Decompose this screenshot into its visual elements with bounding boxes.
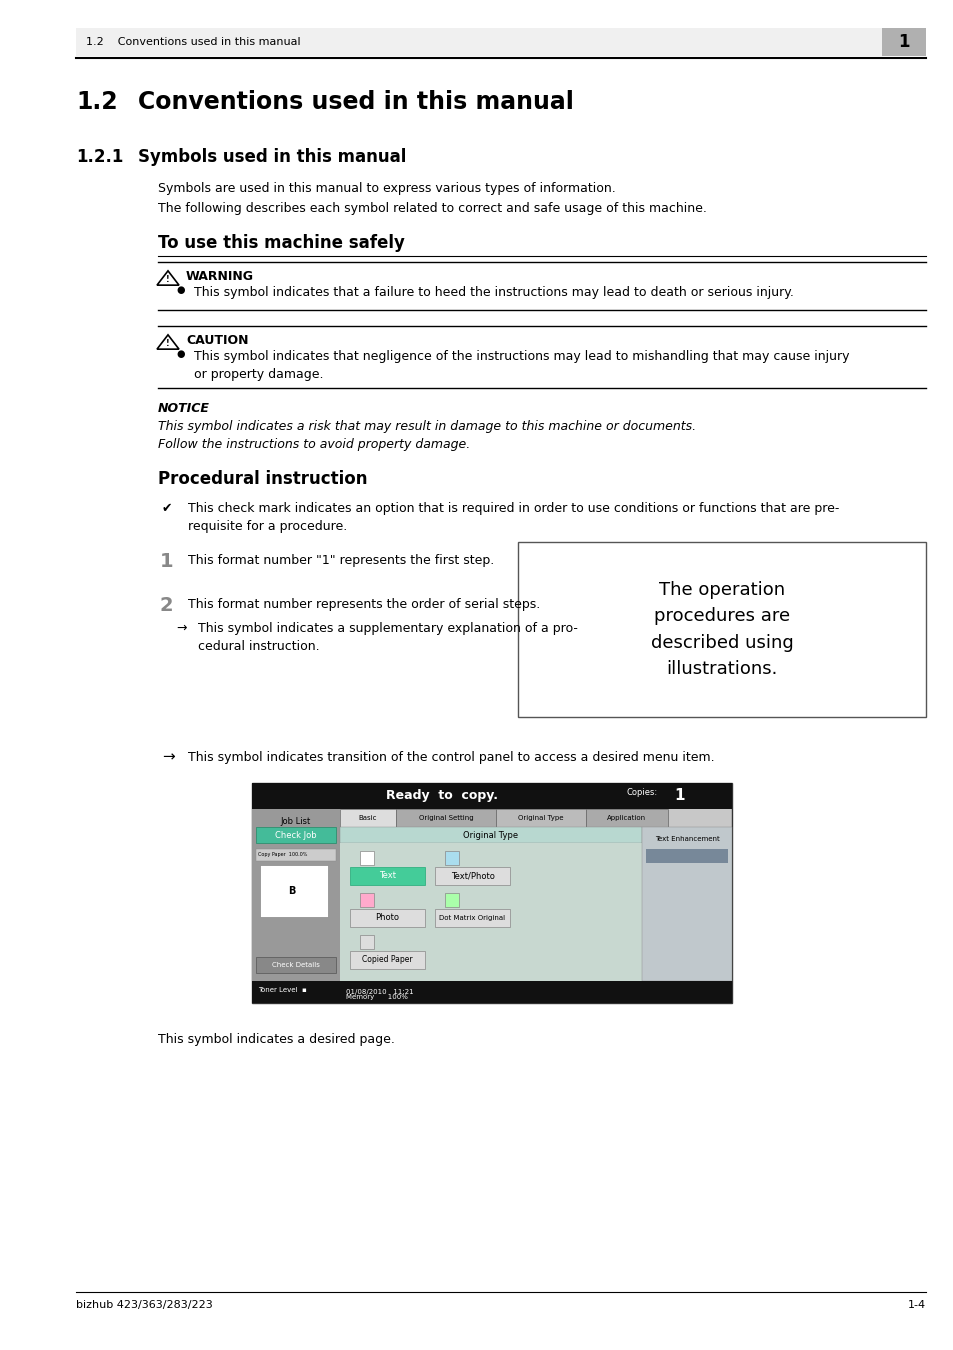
Text: This symbol indicates that a failure to heed the instructions may lead to death : This symbol indicates that a failure to …: [193, 286, 793, 298]
Text: 1-4: 1-4: [907, 1300, 925, 1310]
Text: The operation
procedures are
described using
illustrations.: The operation procedures are described u…: [650, 580, 793, 678]
FancyBboxPatch shape: [252, 783, 731, 809]
Text: This format number "1" represents the first step.: This format number "1" represents the fi…: [188, 554, 494, 567]
Text: ●: ●: [175, 350, 184, 359]
Text: Basic: Basic: [358, 815, 376, 821]
Text: !: !: [166, 274, 170, 284]
FancyBboxPatch shape: [350, 867, 424, 886]
FancyBboxPatch shape: [252, 809, 339, 1003]
FancyBboxPatch shape: [350, 950, 424, 969]
Text: 1: 1: [674, 788, 684, 803]
Text: 1.2    Conventions used in this manual: 1.2 Conventions used in this manual: [86, 36, 300, 47]
FancyBboxPatch shape: [252, 981, 731, 1003]
Text: Copied Paper: Copied Paper: [362, 956, 413, 964]
Text: WARNING: WARNING: [186, 270, 253, 284]
Text: Symbols used in this manual: Symbols used in this manual: [138, 148, 406, 166]
Text: Toner Level  ▪: Toner Level ▪: [257, 987, 307, 994]
Text: 2: 2: [160, 595, 173, 616]
FancyBboxPatch shape: [339, 828, 641, 842]
Text: Copies:: Copies:: [626, 788, 657, 796]
FancyBboxPatch shape: [435, 909, 510, 927]
Text: This symbol indicates a risk that may result in damage to this machine or docume: This symbol indicates a risk that may re…: [158, 420, 696, 433]
FancyBboxPatch shape: [260, 865, 328, 917]
FancyBboxPatch shape: [585, 809, 667, 828]
Text: Original Setting: Original Setting: [418, 815, 473, 821]
Text: Text/Photo: Text/Photo: [450, 872, 494, 880]
Text: Dot Matrix Original: Dot Matrix Original: [439, 915, 505, 921]
Text: or property damage.: or property damage.: [193, 369, 323, 381]
Text: →: →: [162, 749, 174, 764]
Text: Text Enhancement: Text Enhancement: [654, 836, 719, 842]
FancyBboxPatch shape: [339, 842, 641, 981]
FancyBboxPatch shape: [255, 957, 335, 973]
FancyBboxPatch shape: [645, 849, 727, 863]
FancyBboxPatch shape: [641, 828, 731, 981]
FancyBboxPatch shape: [496, 809, 585, 828]
FancyBboxPatch shape: [76, 28, 925, 55]
Text: The following describes each symbol related to correct and safe usage of this ma: The following describes each symbol rela…: [158, 202, 706, 215]
FancyBboxPatch shape: [444, 850, 458, 865]
FancyBboxPatch shape: [517, 541, 925, 717]
Text: This format number represents the order of serial steps.: This format number represents the order …: [188, 598, 539, 612]
Text: requisite for a procedure.: requisite for a procedure.: [188, 520, 347, 533]
Text: Original Type: Original Type: [463, 830, 518, 840]
FancyBboxPatch shape: [255, 828, 335, 842]
Text: This symbol indicates a supplementary explanation of a pro-: This symbol indicates a supplementary ex…: [198, 622, 578, 634]
Text: Copy Paper  100.0%: Copy Paper 100.0%: [257, 852, 307, 857]
FancyBboxPatch shape: [339, 809, 395, 828]
Text: Application: Application: [607, 815, 646, 821]
Text: cedural instruction.: cedural instruction.: [198, 640, 319, 653]
Text: Photo: Photo: [375, 914, 399, 922]
FancyBboxPatch shape: [395, 809, 496, 828]
Text: CAUTION: CAUTION: [186, 333, 248, 347]
Text: To use this machine safely: To use this machine safely: [158, 234, 404, 252]
Text: 1: 1: [898, 32, 909, 51]
Text: →: →: [175, 622, 186, 634]
Text: This check mark indicates an option that is required in order to use conditions : This check mark indicates an option that…: [188, 502, 839, 514]
Text: Check Job: Check Job: [274, 830, 316, 840]
Text: bizhub 423/363/283/223: bizhub 423/363/283/223: [76, 1300, 213, 1310]
Text: NOTICE: NOTICE: [158, 402, 210, 414]
FancyBboxPatch shape: [359, 892, 374, 907]
Text: 1: 1: [160, 552, 173, 571]
FancyBboxPatch shape: [350, 909, 424, 927]
FancyBboxPatch shape: [255, 849, 335, 861]
FancyBboxPatch shape: [444, 892, 458, 907]
Text: Job List: Job List: [280, 817, 311, 826]
Text: 01/08/2010   11:21: 01/08/2010 11:21: [346, 990, 414, 995]
FancyBboxPatch shape: [882, 28, 925, 55]
Text: Memory      100%: Memory 100%: [346, 994, 408, 1000]
Text: This symbol indicates a desired page.: This symbol indicates a desired page.: [158, 1033, 395, 1046]
Text: Ready  to  copy.: Ready to copy.: [386, 790, 497, 802]
Text: Conventions used in this manual: Conventions used in this manual: [138, 90, 574, 113]
Text: !: !: [166, 339, 170, 347]
FancyBboxPatch shape: [435, 867, 510, 886]
Text: Follow the instructions to avoid property damage.: Follow the instructions to avoid propert…: [158, 437, 470, 451]
Text: This symbol indicates transition of the control panel to access a desired menu i: This symbol indicates transition of the …: [188, 751, 714, 764]
FancyBboxPatch shape: [359, 936, 374, 949]
Text: Procedural instruction: Procedural instruction: [158, 470, 367, 487]
Text: ✔: ✔: [162, 502, 172, 514]
Text: B: B: [288, 886, 295, 896]
Text: Check Details: Check Details: [272, 963, 319, 968]
FancyBboxPatch shape: [359, 850, 374, 865]
FancyBboxPatch shape: [252, 783, 731, 1003]
Text: This symbol indicates that negligence of the instructions may lead to mishandlin: This symbol indicates that negligence of…: [193, 350, 848, 363]
Text: Symbols are used in this manual to express various types of information.: Symbols are used in this manual to expre…: [158, 182, 615, 194]
Text: ●: ●: [175, 285, 184, 296]
Text: 1.2: 1.2: [76, 90, 117, 113]
Text: 1.2.1: 1.2.1: [76, 148, 123, 166]
Text: Original Type: Original Type: [517, 815, 563, 821]
Text: Text: Text: [378, 872, 395, 880]
